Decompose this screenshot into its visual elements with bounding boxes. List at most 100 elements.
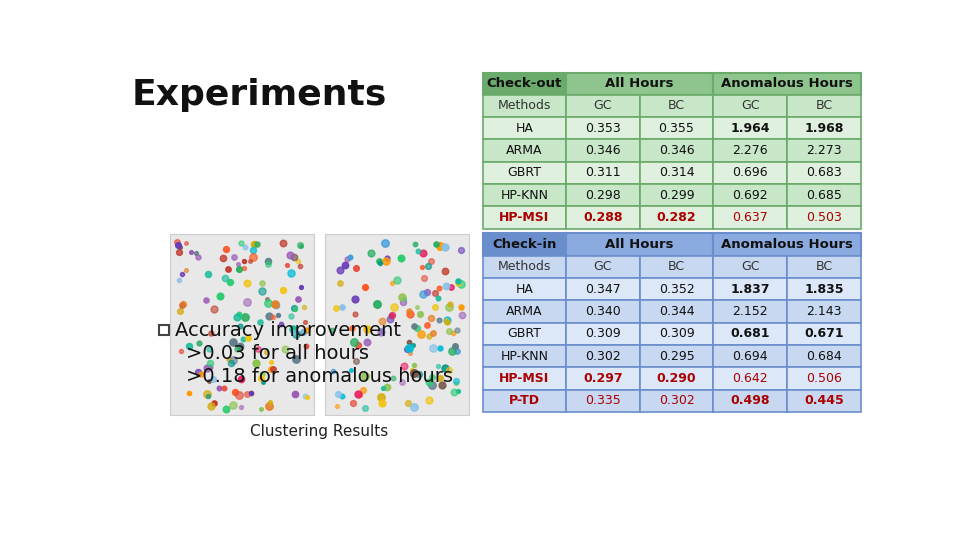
Text: HA: HA [516, 122, 533, 135]
Text: 0.299: 0.299 [659, 189, 694, 202]
Text: 0.295: 0.295 [659, 350, 694, 363]
Text: 0.347: 0.347 [585, 283, 621, 296]
Text: GC: GC [593, 99, 612, 112]
Text: HP-MSI: HP-MSI [499, 372, 549, 385]
Bar [483, 390, 565, 412]
Text: 0.340: 0.340 [585, 305, 621, 318]
Text: Experiments: Experiments [132, 78, 387, 112]
Text: 0.346: 0.346 [659, 144, 694, 157]
Bar [713, 323, 787, 345]
Bar [713, 72, 861, 95]
Bar [639, 367, 713, 390]
Bar [483, 345, 565, 367]
Text: P-TD: P-TD [509, 394, 540, 407]
Bar [713, 162, 787, 184]
Bar [483, 206, 565, 229]
Bar [639, 162, 713, 184]
Bar [483, 117, 565, 139]
Text: 1.964: 1.964 [731, 122, 770, 135]
Text: 0.684: 0.684 [806, 350, 842, 363]
Bar [565, 95, 639, 117]
Bar [565, 345, 639, 367]
Bar [639, 139, 713, 162]
Text: 0.282: 0.282 [657, 211, 696, 224]
Text: HA: HA [516, 283, 533, 296]
Text: 0.302: 0.302 [659, 394, 694, 407]
Text: ARMA: ARMA [506, 144, 542, 157]
Text: 0.298: 0.298 [585, 189, 621, 202]
Text: GBRT: GBRT [507, 327, 541, 340]
Bar [639, 117, 713, 139]
Bar [787, 390, 861, 412]
Text: BC: BC [815, 260, 832, 273]
Text: 0.311: 0.311 [585, 166, 620, 179]
Bar [325, 234, 468, 415]
Text: 0.671: 0.671 [804, 327, 844, 340]
Bar [483, 95, 565, 117]
Text: 0.290: 0.290 [657, 372, 696, 385]
Bar [565, 162, 639, 184]
Bar [565, 390, 639, 412]
Text: 2.152: 2.152 [732, 305, 768, 318]
Text: HP-KNN: HP-KNN [500, 350, 548, 363]
Bar [565, 233, 713, 256]
Bar [713, 345, 787, 367]
Bar [713, 206, 787, 229]
Text: 0.696: 0.696 [732, 166, 768, 179]
Bar [787, 367, 861, 390]
Bar [639, 323, 713, 345]
Bar [565, 139, 639, 162]
Bar [713, 367, 787, 390]
Bar [483, 367, 565, 390]
Bar [787, 117, 861, 139]
Bar [158, 326, 169, 335]
Text: 0.685: 0.685 [806, 189, 842, 202]
Bar [713, 233, 861, 256]
Text: GC: GC [741, 99, 759, 112]
Text: HP-MSI: HP-MSI [499, 211, 549, 224]
Text: 0.498: 0.498 [731, 394, 770, 407]
Text: 2.143: 2.143 [806, 305, 842, 318]
Text: 0.692: 0.692 [732, 189, 768, 202]
Text: 0.309: 0.309 [585, 327, 621, 340]
Text: Methods: Methods [497, 99, 551, 112]
Bar [483, 162, 565, 184]
Bar [713, 95, 787, 117]
Text: GC: GC [741, 260, 759, 273]
Bar [639, 184, 713, 206]
Bar [787, 206, 861, 229]
Text: 2.273: 2.273 [806, 144, 842, 157]
Text: HP-KNN: HP-KNN [500, 189, 548, 202]
Text: 0.642: 0.642 [732, 372, 768, 385]
Text: 0.344: 0.344 [659, 305, 694, 318]
Bar [787, 95, 861, 117]
Bar [787, 139, 861, 162]
Bar [713, 184, 787, 206]
Text: 0.445: 0.445 [804, 394, 844, 407]
Text: ARMA: ARMA [506, 305, 542, 318]
Bar [787, 184, 861, 206]
Bar [639, 95, 713, 117]
Bar [787, 300, 861, 323]
Text: All Hours: All Hours [606, 238, 674, 251]
Text: 1.837: 1.837 [731, 283, 770, 296]
Bar [787, 323, 861, 345]
Text: Anomalous Hours: Anomalous Hours [721, 77, 853, 90]
Bar [713, 139, 787, 162]
Bar [639, 300, 713, 323]
Text: 0.288: 0.288 [583, 211, 622, 224]
Bar [483, 278, 565, 300]
Text: 1.968: 1.968 [804, 122, 844, 135]
Bar [787, 345, 861, 367]
Bar [787, 162, 861, 184]
Text: 0.335: 0.335 [585, 394, 621, 407]
Text: 0.352: 0.352 [659, 283, 694, 296]
Bar [565, 278, 639, 300]
Bar [565, 184, 639, 206]
Text: >0.18 for anomalous hours: >0.18 for anomalous hours [186, 367, 453, 386]
Text: 0.355: 0.355 [659, 122, 694, 135]
Bar [713, 278, 787, 300]
Text: GBRT: GBRT [507, 166, 541, 179]
Bar [639, 345, 713, 367]
Bar [639, 256, 713, 278]
